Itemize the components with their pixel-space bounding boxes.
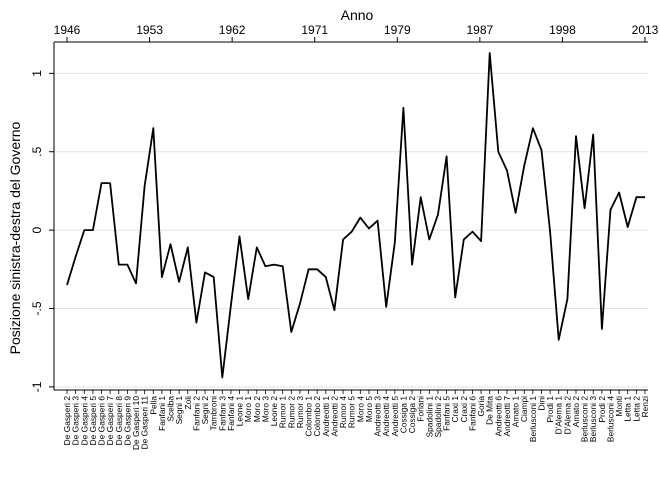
government-label: Moro 4 <box>355 396 365 422</box>
government-label: Andreotti 2 <box>329 396 339 437</box>
government-label: Letta 1 <box>623 396 633 422</box>
government-label: Rumor 3 <box>295 396 305 428</box>
government-label: Fanfani 4 <box>226 396 236 431</box>
top-tick-label: 1987 <box>467 23 494 37</box>
series-line <box>66 52 645 379</box>
top-tick-label: 1953 <box>136 23 163 37</box>
government-label: Andreotti 6 <box>493 396 503 437</box>
government-label: Berlusconi 4 <box>605 396 615 442</box>
government-label: Andreotti 4 <box>381 396 391 437</box>
government-label: Fanfani 2 <box>191 396 201 431</box>
government-label: Spadolini 2 <box>433 396 443 438</box>
government-label: Craxi 1 <box>450 396 460 423</box>
government-label: Fanfani 1 <box>157 396 167 431</box>
government-label: Moro 5 <box>364 396 374 422</box>
top-tick-label: 1979 <box>384 23 411 37</box>
government-label: Berlusconi 3 <box>588 396 598 442</box>
government-labels: De Gasperi 2De Gasperi 3De Gasperi 4De G… <box>62 390 650 450</box>
government-label: Tambroni <box>209 396 219 431</box>
y-tick-label: -.5 <box>30 301 44 315</box>
top-tick-label: 1998 <box>549 23 576 37</box>
y-axis: -1 -.5 0 .5 1 <box>30 70 54 392</box>
government-label: Spadolini 1 <box>424 396 434 438</box>
government-label: Colombo 1 <box>304 396 314 437</box>
government-label: D'Alema 1 <box>554 396 564 435</box>
government-label: Andreotti 1 <box>321 396 331 437</box>
government-label: Fanfani 3 <box>217 396 227 431</box>
government-label: De Mita <box>485 396 495 425</box>
top-tick-label: 1946 <box>54 23 81 37</box>
government-label: Moro 1 <box>243 396 253 422</box>
government-label: De Gasperi 6 <box>97 396 107 446</box>
government-label: Andreotti 3 <box>373 396 383 437</box>
government-label: Segni 1 <box>174 396 184 425</box>
government-label: De Gasperi 7 <box>105 396 115 446</box>
x-axis-title: Anno <box>341 7 374 23</box>
government-label: Rumor 5 <box>347 396 357 428</box>
government-label: Amato 2 <box>571 396 581 428</box>
government-label: Dini <box>536 396 546 411</box>
government-label: De Gasperi 3 <box>71 396 81 446</box>
government-label: Renzi <box>640 396 650 418</box>
government-label: Leone 2 <box>269 396 279 427</box>
government-label: De Gasperi 5 <box>88 396 98 446</box>
government-label: De Gasperi 2 <box>62 396 72 446</box>
government-label: Pella <box>148 396 158 415</box>
government-label: Zoli <box>183 396 193 410</box>
government-label: Fanfani 5 <box>442 396 452 431</box>
government-label: Monti <box>614 396 624 417</box>
government-label: Goria <box>476 396 486 417</box>
government-label: Ciampi <box>519 396 529 422</box>
government-label: Prodi 1 <box>545 396 555 423</box>
government-label: Letta 2 <box>631 396 641 422</box>
grid-lines <box>54 72 648 388</box>
government-label: D'Alema 2 <box>562 396 572 435</box>
government-label: Rumor 4 <box>338 396 348 428</box>
government-label: Cossiga 2 <box>407 396 417 434</box>
government-label: Leone 1 <box>235 396 245 427</box>
government-label: De Gasperi 11 <box>140 396 150 450</box>
y-tick-label: 0 <box>30 226 44 233</box>
government-label: Berlusconi 2 <box>580 396 590 442</box>
government-label: Segni 2 <box>200 396 210 425</box>
government-label: Berlusconi 1 <box>528 396 538 442</box>
government-label: De Gasperi 9 <box>122 396 132 446</box>
government-label: Rumor 2 <box>286 396 296 428</box>
government-label: Moro 3 <box>260 396 270 422</box>
y-axis-title: Posizione sinistra-destra del Governo <box>7 121 23 354</box>
government-label: De Gasperi 4 <box>79 396 89 446</box>
government-label: Moro 2 <box>252 396 262 422</box>
y-tick-label: .5 <box>30 146 44 156</box>
government-label: Scelba <box>166 396 176 422</box>
y-tick-label: 1 <box>30 70 44 77</box>
government-label: De Gasperi 8 <box>114 396 124 446</box>
government-label: Andreotti 7 <box>502 396 512 437</box>
government-label: De Gasperi 10 <box>131 396 141 450</box>
government-label: Amato 1 <box>511 396 521 428</box>
y-tick-label: -1 <box>30 381 44 392</box>
top-tick-label: 2013 <box>632 23 659 37</box>
government-label: Cossiga 1 <box>398 396 408 434</box>
government-label: Craxi 2 <box>459 396 469 423</box>
government-label: Fanfani 6 <box>467 396 477 431</box>
government-label: Rumor 1 <box>278 396 288 428</box>
government-label: Prodi 2 <box>597 396 607 423</box>
government-label: Colombo 2 <box>312 396 322 437</box>
top-axis: 1946 1953 1962 1971 1979 1987 1998 2013 <box>54 23 659 42</box>
top-tick-label: 1971 <box>301 23 328 37</box>
top-tick-label: 1962 <box>219 23 246 37</box>
government-label: Forlani <box>416 396 426 422</box>
government-label: Andreotti 5 <box>390 396 400 437</box>
